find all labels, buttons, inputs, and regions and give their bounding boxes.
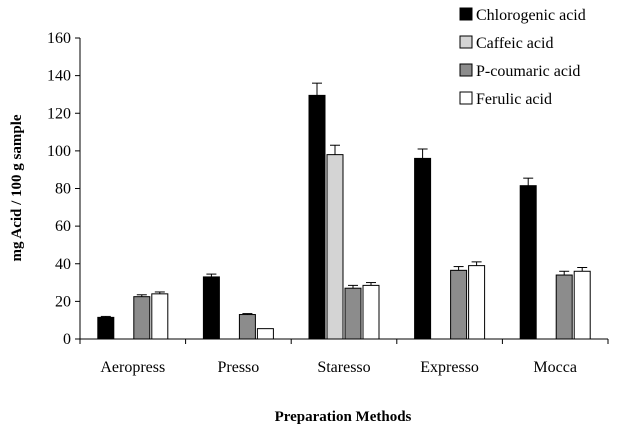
legend: Chlorogenic acid Caffeic acid P-coumaric a… — [459, 7, 586, 108]
x-category-label: Expresso — [420, 359, 479, 376]
bar — [326, 154, 344, 340]
bar — [202, 276, 220, 340]
bar — [151, 293, 169, 340]
bar — [344, 287, 362, 340]
legend-label: Caffeic acid — [476, 35, 553, 52]
y-tick-label: 20 — [55, 293, 71, 310]
y-tick-label: 140 — [47, 68, 71, 85]
bar — [468, 265, 486, 340]
legend-label: P-coumaric acid — [476, 63, 580, 80]
y-tick-label: 100 — [47, 143, 71, 160]
x-category-label: Staresso — [317, 359, 370, 376]
x-category-label: Presso — [218, 359, 260, 376]
y-tick-label: 80 — [55, 181, 71, 198]
bar — [97, 316, 115, 340]
legend-label: Chlorogenic acid — [476, 7, 586, 24]
bars-group — [97, 82, 591, 340]
bar — [238, 314, 256, 340]
y-tick-label: 160 — [47, 30, 71, 47]
y-tick-label: 0 — [63, 331, 71, 348]
legend-swatch — [459, 7, 473, 21]
legend-label: Ferulic acid — [476, 91, 552, 108]
x-axis-title: Preparation Methods — [275, 409, 412, 425]
bar — [362, 284, 380, 340]
bar — [133, 296, 151, 340]
y-tick-label: 40 — [55, 256, 71, 273]
y-axis-title: mg Acid / 100 g sample — [9, 114, 25, 261]
plot-area: 0 20 40 60 80 100 120 140 160 Aeropress Presso Sta… — [47, 30, 609, 376]
bar — [573, 270, 591, 340]
legend-swatch — [459, 35, 473, 49]
y-tick-label: 60 — [55, 218, 71, 235]
bar — [414, 157, 432, 340]
legend-swatch — [459, 91, 473, 105]
x-category-label: Mocca — [533, 359, 577, 376]
bar — [519, 185, 537, 340]
bar — [555, 274, 573, 340]
x-axis-ticks: Aeropress Presso Staresso Expresso Mocca — [79, 339, 609, 376]
bar — [256, 328, 274, 340]
bar — [308, 94, 326, 340]
y-tick-label: 120 — [47, 105, 71, 122]
x-category-label: Aeropress — [100, 359, 165, 376]
bar — [450, 269, 468, 340]
legend-swatch — [459, 63, 473, 77]
y-axis-ticks: 0 20 40 60 80 100 120 140 160 — [47, 30, 80, 348]
